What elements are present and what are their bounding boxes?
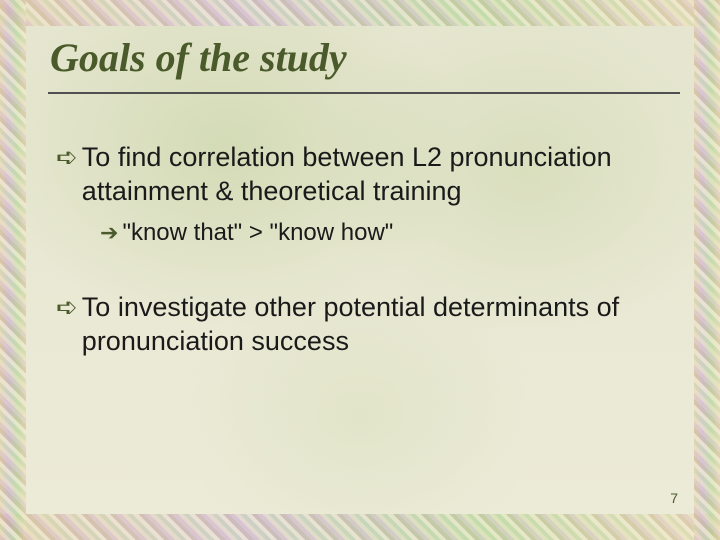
bullet-text: To investigate other potential determina… [82,290,660,358]
bullet-item: ➪ To find correlation between L2 pronunc… [56,140,660,208]
slide: Goals of the study ➪ To find correlation… [0,0,720,540]
page-number: 7 [670,490,678,506]
bullet-item: ➔ "know that" > "know how" [100,218,660,248]
bullet-text: "know that" > "know how" [122,218,393,248]
title-underline [48,92,680,94]
decorative-border-top [0,0,720,26]
slide-body: ➪ To find correlation between L2 pronunc… [56,140,660,366]
decorative-border-bottom [0,514,720,540]
right-arrow-icon: ➔ [100,218,118,248]
slide-title: Goals of the study [50,34,347,81]
curved-right-arrow-icon: ➪ [56,140,78,174]
bullet-item: ➪ To investigate other potential determi… [56,290,660,358]
bullet-text: To find correlation between L2 pronuncia… [82,140,660,208]
decorative-border-right [694,0,720,540]
decorative-border-left [0,0,26,540]
curved-right-arrow-icon: ➪ [56,290,78,324]
